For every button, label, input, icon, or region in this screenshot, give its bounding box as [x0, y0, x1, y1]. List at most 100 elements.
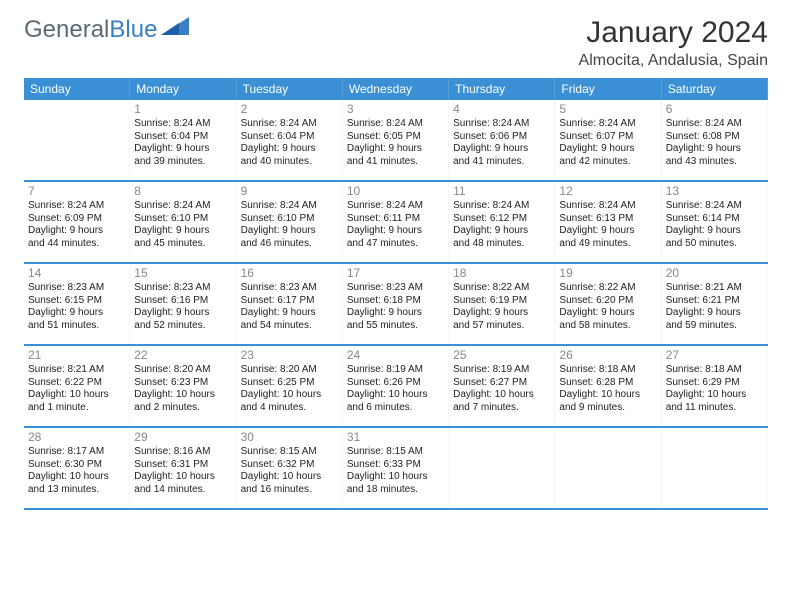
calendar-day-cell: 12Sunrise: 8:24 AMSunset: 6:13 PMDayligh… [555, 182, 661, 262]
day-info-line: Sunset: 6:18 PM [347, 295, 444, 308]
calendar-day-cell: 8Sunrise: 8:24 AMSunset: 6:10 PMDaylight… [130, 182, 236, 262]
calendar-day-cell: 29Sunrise: 8:16 AMSunset: 6:31 PMDayligh… [130, 428, 236, 508]
day-number: 31 [347, 430, 444, 445]
day-info-line: Sunset: 6:28 PM [559, 377, 656, 390]
day-info-line: Sunrise: 8:24 AM [666, 118, 763, 131]
day-info-line: Sunrise: 8:24 AM [347, 118, 444, 131]
day-info-line: and 14 minutes. [134, 484, 231, 497]
day-info-line: Sunset: 6:04 PM [241, 131, 338, 144]
day-info-line: Sunrise: 8:24 AM [666, 200, 763, 213]
day-info-line: Daylight: 10 hours [28, 471, 125, 484]
day-info-line: and 9 minutes. [559, 402, 656, 415]
calendar-week-row: 14Sunrise: 8:23 AMSunset: 6:15 PMDayligh… [24, 264, 768, 346]
calendar-day-cell: 19Sunrise: 8:22 AMSunset: 6:20 PMDayligh… [555, 264, 661, 344]
page-header: GeneralBlue January 2024 Almocita, Andal… [24, 16, 768, 70]
day-info-line: Sunset: 6:20 PM [559, 295, 656, 308]
day-info-line: Sunrise: 8:18 AM [666, 364, 763, 377]
day-info-line: Sunrise: 8:15 AM [241, 446, 338, 459]
day-info-line: and 41 minutes. [453, 156, 550, 169]
day-info-line: Daylight: 10 hours [347, 389, 444, 402]
day-info-line: Daylight: 10 hours [28, 389, 125, 402]
day-number: 4 [453, 102, 550, 117]
day-number: 22 [134, 348, 231, 363]
location-subtitle: Almocita, Andalusia, Spain [579, 52, 768, 70]
day-info-line: Sunset: 6:25 PM [241, 377, 338, 390]
day-info-line: Sunset: 6:26 PM [347, 377, 444, 390]
day-info-line: Sunrise: 8:21 AM [28, 364, 125, 377]
day-info-line: Sunset: 6:32 PM [241, 459, 338, 472]
day-info-line: and 44 minutes. [28, 238, 125, 251]
calendar-day-cell: 7Sunrise: 8:24 AMSunset: 6:09 PMDaylight… [24, 182, 130, 262]
day-info-line: Sunset: 6:13 PM [559, 213, 656, 226]
calendar-week-row: 21Sunrise: 8:21 AMSunset: 6:22 PMDayligh… [24, 346, 768, 428]
calendar-day-cell: 30Sunrise: 8:15 AMSunset: 6:32 PMDayligh… [237, 428, 343, 508]
day-info-line: Daylight: 10 hours [241, 389, 338, 402]
day-info-line: Sunset: 6:16 PM [134, 295, 231, 308]
day-info-line: Sunset: 6:12 PM [453, 213, 550, 226]
day-info-line: Daylight: 9 hours [241, 307, 338, 320]
day-info-line: and 11 minutes. [666, 402, 763, 415]
day-number: 11 [453, 184, 550, 199]
day-info-line: Daylight: 9 hours [347, 143, 444, 156]
calendar-day-cell [555, 428, 661, 508]
logo-text-blue: Blue [109, 16, 157, 44]
calendar-day-cell [662, 428, 768, 508]
day-info-line: Sunset: 6:07 PM [559, 131, 656, 144]
day-info-line: Sunrise: 8:19 AM [453, 364, 550, 377]
day-info-line: Daylight: 9 hours [134, 225, 231, 238]
day-info-line: and 2 minutes. [134, 402, 231, 415]
day-number: 1 [134, 102, 231, 117]
day-info-line: and 54 minutes. [241, 320, 338, 333]
day-number: 20 [666, 266, 763, 281]
day-info-line: Sunset: 6:21 PM [666, 295, 763, 308]
calendar-day-cell: 16Sunrise: 8:23 AMSunset: 6:17 PMDayligh… [237, 264, 343, 344]
day-number: 6 [666, 102, 763, 117]
calendar-day-cell: 24Sunrise: 8:19 AMSunset: 6:26 PMDayligh… [343, 346, 449, 426]
day-number: 23 [241, 348, 338, 363]
day-info-line: Sunset: 6:06 PM [453, 131, 550, 144]
day-number: 18 [453, 266, 550, 281]
day-info-line: Sunset: 6:27 PM [453, 377, 550, 390]
title-block: January 2024 Almocita, Andalusia, Spain [579, 16, 768, 70]
day-info-line: Sunset: 6:10 PM [241, 213, 338, 226]
day-info-line: Sunrise: 8:24 AM [134, 118, 231, 131]
day-info-line: and 57 minutes. [453, 320, 550, 333]
day-info-line: Sunset: 6:30 PM [28, 459, 125, 472]
day-number: 27 [666, 348, 763, 363]
calendar-day-cell: 22Sunrise: 8:20 AMSunset: 6:23 PMDayligh… [130, 346, 236, 426]
calendar-day-cell: 18Sunrise: 8:22 AMSunset: 6:19 PMDayligh… [449, 264, 555, 344]
day-number: 2 [241, 102, 338, 117]
day-number: 26 [559, 348, 656, 363]
day-info-line: Sunset: 6:15 PM [28, 295, 125, 308]
calendar-day-cell: 2Sunrise: 8:24 AMSunset: 6:04 PMDaylight… [237, 100, 343, 180]
day-info-line: and 1 minute. [28, 402, 125, 415]
day-info-line: Sunset: 6:22 PM [28, 377, 125, 390]
day-info-line: Daylight: 9 hours [134, 143, 231, 156]
day-info-line: and 47 minutes. [347, 238, 444, 251]
day-info-line: Sunrise: 8:24 AM [453, 118, 550, 131]
day-info-line: and 48 minutes. [453, 238, 550, 251]
day-info-line: Daylight: 9 hours [241, 225, 338, 238]
day-info-line: Daylight: 9 hours [241, 143, 338, 156]
day-info-line: Sunrise: 8:21 AM [666, 282, 763, 295]
day-info-line: Sunrise: 8:23 AM [347, 282, 444, 295]
calendar-day-cell: 5Sunrise: 8:24 AMSunset: 6:07 PMDaylight… [555, 100, 661, 180]
day-info-line: Sunset: 6:08 PM [666, 131, 763, 144]
day-info-line: and 49 minutes. [559, 238, 656, 251]
day-info-line: and 39 minutes. [134, 156, 231, 169]
day-info-line: Daylight: 10 hours [347, 471, 444, 484]
day-info-line: Sunrise: 8:24 AM [347, 200, 444, 213]
day-info-line: and 16 minutes. [241, 484, 338, 497]
day-info-line: Sunrise: 8:20 AM [241, 364, 338, 377]
calendar-day-cell: 20Sunrise: 8:21 AMSunset: 6:21 PMDayligh… [662, 264, 768, 344]
calendar-day-cell: 11Sunrise: 8:24 AMSunset: 6:12 PMDayligh… [449, 182, 555, 262]
day-info-line: Sunset: 6:09 PM [28, 213, 125, 226]
day-info-line: Sunrise: 8:23 AM [134, 282, 231, 295]
calendar-day-cell: 23Sunrise: 8:20 AMSunset: 6:25 PMDayligh… [237, 346, 343, 426]
calendar-grid: SundayMondayTuesdayWednesdayThursdayFrid… [24, 78, 768, 510]
day-info-line: Sunrise: 8:24 AM [241, 200, 338, 213]
day-number: 12 [559, 184, 656, 199]
day-info-line: and 40 minutes. [241, 156, 338, 169]
day-info-line: and 18 minutes. [347, 484, 444, 497]
day-info-line: Daylight: 9 hours [559, 307, 656, 320]
